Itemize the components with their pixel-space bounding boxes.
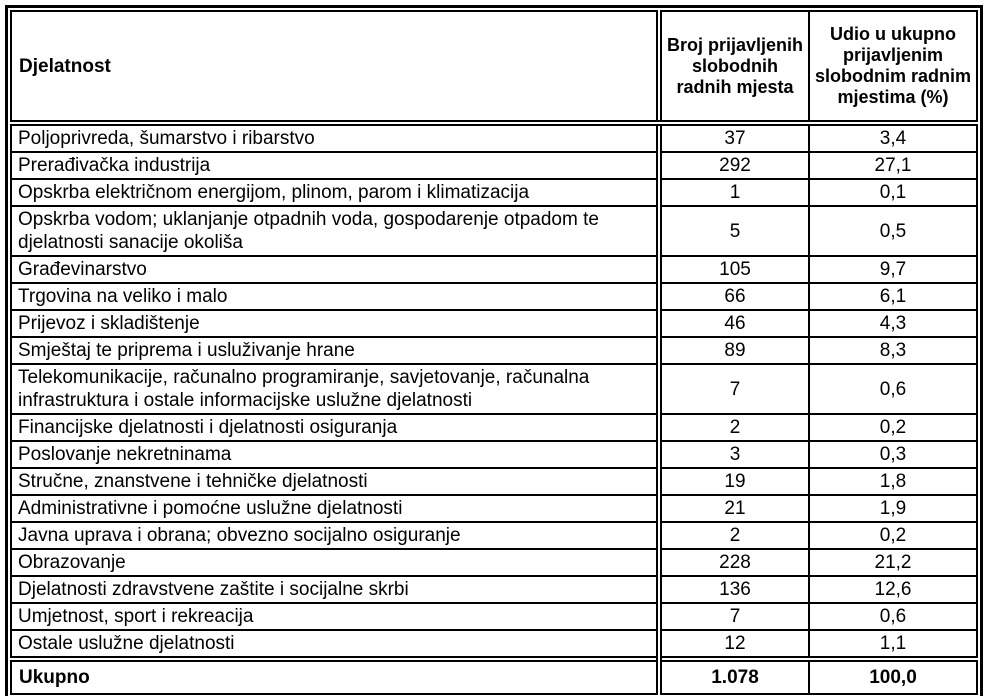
count-cell: 19 <box>656 467 810 496</box>
count-cell: 89 <box>656 336 810 365</box>
count-cell: 136 <box>656 575 810 604</box>
share-cell: 12,6 <box>808 575 978 604</box>
table-row: Opskrba električnom energijom, plinom, p… <box>10 178 978 207</box>
count-cell: 66 <box>656 282 810 311</box>
activity-cell: Poslovanje nekretninama <box>10 440 660 469</box>
count-cell: 21 <box>656 494 810 523</box>
count-cell: 5 <box>656 205 810 257</box>
count-cell: 12 <box>656 629 810 660</box>
share-cell: 1,9 <box>808 494 978 523</box>
table-row: Stručne, znanstvene i tehničke djelatnos… <box>10 467 978 496</box>
activity-cell: Prerađivačka industrija <box>10 151 660 180</box>
count-cell: 1 <box>656 178 810 207</box>
share-cell: 4,3 <box>808 309 978 338</box>
table-row: Poljoprivreda, šumarstvo i ribarstvo 37 … <box>10 122 978 153</box>
vacancies-table-frame: Djelatnost Broj prijavljenih slobodnih r… <box>5 5 983 696</box>
count-cell: 46 <box>656 309 810 338</box>
share-cell: 0,1 <box>808 178 978 207</box>
share-cell: 0,6 <box>808 363 978 415</box>
table-row: Građevinarstvo 105 9,7 <box>10 255 978 284</box>
activity-cell: Opskrba vodom; uklanjanje otpadnih voda,… <box>10 205 660 257</box>
table-row: Poslovanje nekretninama 3 0,3 <box>10 440 978 469</box>
table-row: Prijevoz i skladištenje 46 4,3 <box>10 309 978 338</box>
vacancies-by-activity-table: Djelatnost Broj prijavljenih slobodnih r… <box>10 10 978 695</box>
share-cell: 0,6 <box>808 602 978 631</box>
activity-cell: Djelatnosti zdravstvene zaštite i socija… <box>10 575 660 604</box>
count-cell: 105 <box>656 255 810 284</box>
count-cell: 228 <box>656 548 810 577</box>
count-cell: 2 <box>656 521 810 550</box>
header-row: Djelatnost Broj prijavljenih slobodnih r… <box>10 10 978 126</box>
activity-cell: Financijske djelatnosti i djelatnosti os… <box>10 413 660 442</box>
total-count-cell: 1.078 <box>656 656 810 695</box>
table-body: Poljoprivreda, šumarstvo i ribarstvo 37 … <box>10 122 978 660</box>
activity-cell: Opskrba električnom energijom, plinom, p… <box>10 178 660 207</box>
table-row: Ostale uslužne djelatnosti 12 1,1 <box>10 629 978 660</box>
activity-cell: Administrativne i pomoćne uslužne djelat… <box>10 494 660 523</box>
share-cell: 21,2 <box>808 548 978 577</box>
table-row: Umjetnost, sport i rekreacija 7 0,6 <box>10 602 978 631</box>
table-row: Trgovina na veliko i malo 66 6,1 <box>10 282 978 311</box>
count-cell: 7 <box>656 602 810 631</box>
activity-cell: Obrazovanje <box>10 548 660 577</box>
activity-cell: Građevinarstvo <box>10 255 660 284</box>
table-row: Smještaj te priprema i usluživanje hrane… <box>10 336 978 365</box>
share-cell: 0,2 <box>808 521 978 550</box>
count-cell: 7 <box>656 363 810 415</box>
share-cell: 9,7 <box>808 255 978 284</box>
column-header-share: Udio u ukupno prijavljenim slobodnim rad… <box>808 10 978 126</box>
activity-cell: Umjetnost, sport i rekreacija <box>10 602 660 631</box>
activity-cell: Trgovina na veliko i malo <box>10 282 660 311</box>
activity-cell: Prijevoz i skladištenje <box>10 309 660 338</box>
column-header-activity: Djelatnost <box>10 10 660 126</box>
table-row: Prerađivačka industrija 292 27,1 <box>10 151 978 180</box>
table-row: Administrativne i pomoćne uslužne djelat… <box>10 494 978 523</box>
total-label-cell: Ukupno <box>10 656 660 695</box>
activity-cell: Ostale uslužne djelatnosti <box>10 629 660 660</box>
column-header-count: Broj prijavljenih slobodnih radnih mjest… <box>656 10 810 126</box>
activity-cell: Javna uprava i obrana; obvezno socijalno… <box>10 521 660 550</box>
activity-cell: Stručne, znanstvene i tehničke djelatnos… <box>10 467 660 496</box>
table-row: Telekomunikacije, računalno programiranj… <box>10 363 978 415</box>
share-cell: 27,1 <box>808 151 978 180</box>
share-cell: 0,3 <box>808 440 978 469</box>
count-cell: 3 <box>656 440 810 469</box>
share-cell: 3,4 <box>808 122 978 153</box>
table-row: Financijske djelatnosti i djelatnosti os… <box>10 413 978 442</box>
count-cell: 2 <box>656 413 810 442</box>
total-share-cell: 100,0 <box>808 656 978 695</box>
activity-cell: Telekomunikacije, računalno programiranj… <box>10 363 660 415</box>
share-cell: 0,5 <box>808 205 978 257</box>
table-row: Obrazovanje 228 21,2 <box>10 548 978 577</box>
activity-cell: Poljoprivreda, šumarstvo i ribarstvo <box>10 122 660 153</box>
share-cell: 8,3 <box>808 336 978 365</box>
count-cell: 292 <box>656 151 810 180</box>
share-cell: 0,2 <box>808 413 978 442</box>
table-row: Javna uprava i obrana; obvezno socijalno… <box>10 521 978 550</box>
share-cell: 6,1 <box>808 282 978 311</box>
table-row: Djelatnosti zdravstvene zaštite i socija… <box>10 575 978 604</box>
table-row: Opskrba vodom; uklanjanje otpadnih voda,… <box>10 205 978 257</box>
count-cell: 37 <box>656 122 810 153</box>
total-row: Ukupno 1.078 100,0 <box>10 656 978 695</box>
activity-cell: Smještaj te priprema i usluživanje hrane <box>10 336 660 365</box>
share-cell: 1,1 <box>808 629 978 660</box>
share-cell: 1,8 <box>808 467 978 496</box>
